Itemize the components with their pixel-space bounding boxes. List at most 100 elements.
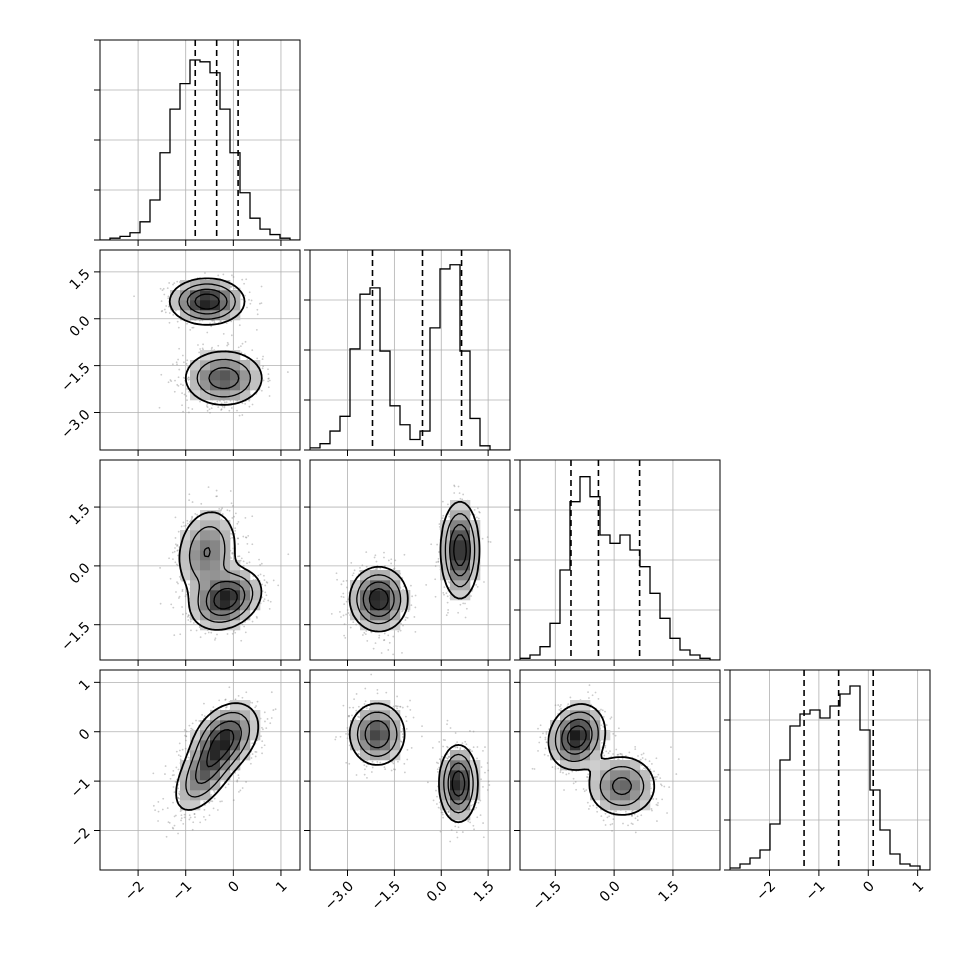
scatter-point — [223, 406, 226, 409]
scatter-point — [200, 502, 203, 505]
scatter-point — [206, 403, 209, 405]
density-cell — [230, 560, 241, 571]
density-cell — [210, 310, 221, 321]
scatter-point — [378, 634, 381, 637]
scatter-point — [172, 769, 175, 772]
scatter-point — [236, 399, 239, 402]
scatter-point — [248, 405, 251, 408]
scatter-point — [459, 497, 462, 500]
density-cell — [470, 550, 481, 561]
density-cell — [210, 290, 221, 301]
scatter-point — [174, 547, 176, 549]
scatter-point — [178, 368, 181, 371]
scatter-point — [220, 320, 222, 322]
density-cell — [370, 580, 381, 591]
scatter-point — [410, 584, 412, 587]
density-cell — [240, 580, 251, 591]
density-cell — [230, 610, 241, 621]
scatter-point — [176, 280, 179, 283]
scatter-point — [261, 367, 264, 370]
density-cell — [450, 520, 461, 531]
scatter-point — [257, 574, 260, 577]
scatter-point — [236, 537, 239, 540]
scatter-point — [376, 567, 379, 570]
scatter-point — [342, 580, 345, 583]
scatter-point — [407, 610, 410, 613]
scatter-point — [208, 408, 211, 411]
scatter-point — [263, 598, 266, 600]
scatter-point — [242, 565, 245, 567]
density-cell — [210, 620, 221, 631]
scatter-point — [220, 408, 223, 411]
scatter-point — [241, 402, 244, 405]
scatter-point — [233, 515, 235, 518]
scatter-point — [198, 351, 201, 354]
scatter-point — [242, 535, 245, 538]
scatter-point — [171, 363, 174, 366]
scatter-point — [478, 511, 481, 513]
density-cells — [170, 280, 261, 401]
density-cell — [240, 360, 251, 371]
density-cell — [230, 370, 241, 381]
scatter-point — [217, 274, 220, 277]
density-cell — [230, 580, 241, 591]
scatter-point — [406, 616, 409, 619]
density-cell — [370, 600, 381, 611]
scatter-point — [180, 814, 183, 817]
scatter-point — [164, 773, 166, 775]
scatter-point — [374, 554, 377, 557]
contours — [168, 277, 263, 406]
scatter-point — [206, 331, 209, 334]
scatter-point — [476, 516, 478, 519]
density-cell — [220, 370, 231, 381]
density-cell — [230, 360, 241, 371]
scatter-point — [163, 293, 166, 296]
scatter-point — [443, 593, 445, 596]
scatter-point — [182, 822, 185, 825]
scatter-point — [213, 321, 216, 324]
density-cell — [200, 510, 211, 521]
density-cell — [190, 600, 201, 611]
scatter-point — [218, 699, 221, 702]
scatter-point — [177, 530, 180, 533]
scatter-point — [267, 368, 269, 371]
y-tick-label: 0.0 — [67, 313, 94, 340]
density-cell — [180, 310, 191, 321]
scatter-point — [446, 601, 449, 604]
scatter-point — [219, 399, 221, 402]
scatter-point — [232, 547, 235, 550]
scatter-point — [248, 298, 250, 301]
density-cell — [220, 520, 231, 531]
scatter-point — [342, 596, 345, 599]
scatter-point — [166, 287, 169, 290]
contour-line — [348, 501, 481, 633]
scatter-point — [180, 819, 182, 822]
density-cell — [200, 310, 211, 321]
scatter-point — [181, 590, 184, 593]
scatter-point — [168, 321, 171, 324]
scatter-point — [226, 341, 229, 344]
scatter-point — [246, 542, 249, 545]
density-cell — [360, 580, 371, 591]
density-cell — [190, 590, 201, 601]
scatter-point — [445, 592, 448, 595]
scatter-point — [437, 561, 440, 563]
scatter-point — [183, 813, 186, 816]
scatter-point — [443, 586, 446, 588]
scatter-point — [457, 611, 460, 614]
density-cell — [200, 590, 211, 601]
scatter-point — [453, 492, 456, 494]
scatter-point — [345, 579, 348, 582]
scatter-point — [373, 556, 376, 559]
scatter-point — [231, 274, 233, 277]
scatter-point — [248, 291, 251, 294]
scatter-point — [217, 406, 220, 409]
scatter-point — [174, 516, 177, 519]
panel-frame — [309, 249, 511, 451]
y-tick-label: 1.5 — [67, 501, 94, 528]
scatter-point — [241, 414, 244, 416]
scatter-point — [203, 800, 206, 803]
scatter-point — [229, 490, 232, 492]
scatter-point — [268, 607, 271, 610]
density-cell — [200, 290, 211, 301]
